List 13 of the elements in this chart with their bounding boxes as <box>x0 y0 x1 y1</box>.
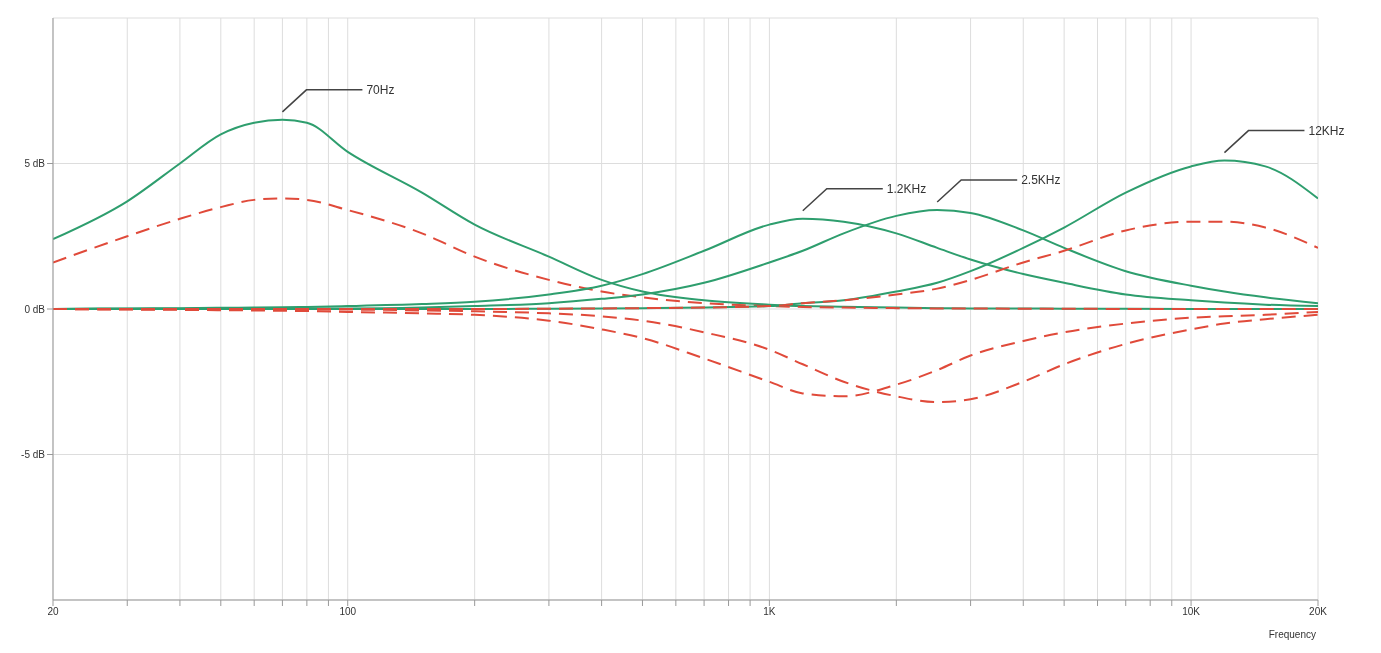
y-tick-label: 0 dB <box>24 303 46 315</box>
y-tick-label: -5 dB <box>21 449 46 461</box>
x-axis-title: Frequency <box>1268 629 1316 640</box>
x-tick-label: 20 <box>47 606 59 618</box>
x-tick-label: 20K <box>1309 606 1328 618</box>
annotation: 12KHz <box>1308 123 1345 138</box>
x-tick-label: 10K <box>1182 606 1201 618</box>
annotation: 70Hz <box>366 82 395 97</box>
y-tick-label: 5 dB <box>24 158 46 170</box>
x-tick-label: 1K <box>763 606 776 618</box>
annotation: 1.2KHz <box>886 181 927 196</box>
x-tick-label: 100 <box>339 606 357 618</box>
annotation: 2.5KHz <box>1021 173 1061 188</box>
